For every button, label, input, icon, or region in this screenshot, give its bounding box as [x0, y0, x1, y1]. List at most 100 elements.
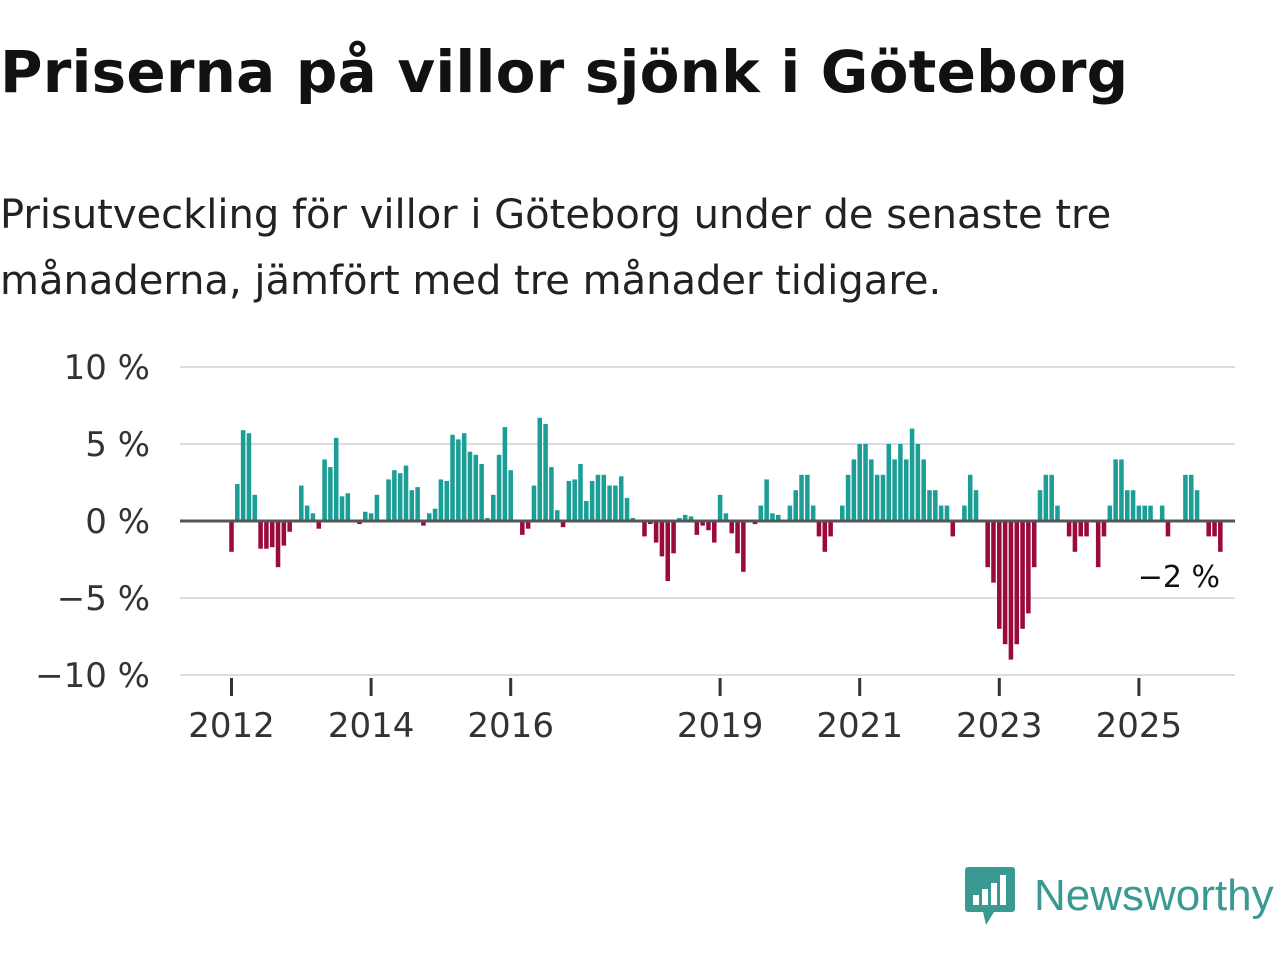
bar: [601, 474, 607, 521]
bar: [816, 521, 822, 537]
brand-name: Newsworthy: [1034, 871, 1274, 920]
bar: [264, 521, 269, 549]
bar: [1206, 521, 1211, 537]
bar: [694, 521, 700, 535]
bar: [648, 521, 653, 525]
x-tick-label: 2016: [467, 706, 554, 746]
bar: [613, 485, 618, 521]
x-axis: 2012 2014 2016 2019 2021 2023 2025: [188, 678, 1182, 746]
bar: [933, 490, 938, 521]
bar: [537, 417, 543, 521]
bar: [549, 467, 554, 521]
bar: [357, 521, 362, 525]
bar: [624, 497, 630, 521]
bar: [252, 494, 258, 521]
bar: [310, 513, 316, 521]
bar: [973, 490, 979, 521]
bar: [828, 521, 833, 537]
bar: [967, 474, 973, 521]
x-tick-label: 2019: [677, 706, 764, 746]
bar: [857, 444, 862, 521]
bar: [1002, 521, 1008, 645]
x-tick-label: 2014: [328, 706, 415, 746]
bar: [450, 434, 455, 521]
bar: [915, 444, 921, 521]
bar: [368, 513, 374, 521]
bar: [520, 521, 525, 535]
bar: [508, 470, 513, 521]
bar: [1095, 521, 1101, 568]
bar: [1026, 521, 1031, 614]
bar: [653, 521, 659, 543]
y-tick-label: 5 %: [85, 425, 150, 465]
bar: [1084, 521, 1089, 537]
bar-chart: 10 % 5 % 0 % −5 % −10 % 2012 2014 2016 2019 2021…: [35, 348, 1235, 746]
x-tick-label: 2025: [1096, 706, 1183, 746]
bar: [229, 521, 234, 552]
bar: [665, 521, 671, 582]
bar: [752, 521, 758, 525]
bar: [1101, 521, 1107, 537]
bar: [240, 430, 246, 521]
bar: [839, 505, 845, 521]
bar: [345, 493, 351, 521]
bar: [1020, 521, 1025, 629]
bar: [776, 514, 781, 521]
y-tick-label: −10 %: [35, 656, 150, 696]
bar: [845, 474, 851, 521]
bar: [607, 485, 612, 521]
bar: [1165, 521, 1171, 537]
bar: [479, 464, 484, 521]
bar: [438, 479, 444, 521]
bar: [1031, 521, 1037, 568]
bar: [962, 505, 967, 521]
bar: [1136, 505, 1142, 521]
bar: [863, 444, 868, 521]
bar: [485, 517, 490, 521]
bar: [799, 474, 804, 521]
bar: [316, 521, 322, 529]
bar: [688, 516, 694, 521]
bar: [1188, 474, 1194, 521]
bar: [944, 505, 950, 521]
bar: [886, 444, 892, 521]
bar: [328, 467, 333, 521]
bar: [1125, 490, 1130, 521]
bar: [618, 476, 624, 521]
bar: [299, 485, 304, 521]
bar: [246, 433, 252, 521]
y-axis-labels: 10 % 5 % 0 % −5 % −10 %: [35, 348, 150, 696]
bar: [1107, 505, 1113, 521]
bar: [659, 521, 665, 557]
bar: [677, 517, 682, 521]
bar: [1008, 521, 1014, 660]
bar: [735, 521, 740, 554]
bar: [1183, 474, 1188, 521]
bar: [560, 521, 566, 528]
bar: [1142, 505, 1147, 521]
bar: [595, 474, 601, 521]
newsworthy-logo-icon: [965, 867, 1015, 925]
bar: [1037, 490, 1043, 521]
bar: [322, 459, 327, 521]
bar: [1113, 459, 1118, 521]
bar: [717, 494, 723, 521]
bar: [700, 521, 705, 526]
bar: [456, 439, 461, 521]
bar: [758, 505, 764, 521]
bar: [927, 490, 932, 521]
bar: [397, 473, 403, 521]
bar: [281, 521, 287, 546]
gridlines: [180, 366, 1235, 676]
x-tick-label: 2012: [188, 706, 275, 746]
bar: [403, 465, 409, 521]
chart-subtitle: Prisutveckling för villor i Göteborg und…: [0, 192, 1112, 304]
bar: [554, 510, 560, 521]
y-tick-label: 10 %: [64, 348, 150, 388]
bar: [589, 480, 595, 521]
bar: [729, 521, 734, 534]
bar: [333, 437, 339, 521]
bar: [822, 521, 828, 552]
bar: [275, 521, 281, 568]
last-value-annotation: −2 %: [1138, 560, 1220, 595]
